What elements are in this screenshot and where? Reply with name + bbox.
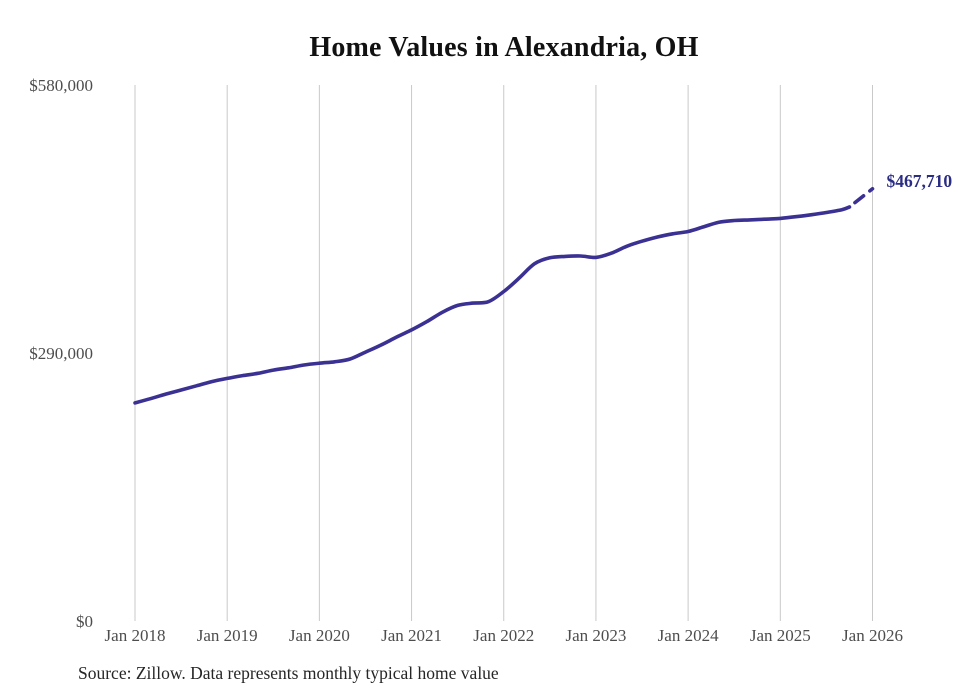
x-tick-label: Jan 2026	[842, 626, 903, 645]
x-tick-label: Jan 2023	[565, 626, 626, 645]
x-tick-label: Jan 2025	[750, 626, 811, 645]
y-tick-label: $0	[76, 612, 93, 631]
chart-title: Home Values in Alexandria, OH	[309, 32, 699, 63]
x-tick-label: Jan 2018	[105, 626, 166, 645]
x-tick-label: Jan 2019	[197, 626, 258, 645]
x-tick-label: Jan 2024	[658, 626, 719, 645]
home-value-line	[133, 205, 852, 405]
x-tick-label: Jan 2022	[473, 626, 534, 645]
forecast-dash-line	[847, 186, 875, 209]
y-tick-label: $290,000	[29, 344, 93, 363]
source-note: Source: Zillow. Data represents monthly …	[78, 663, 499, 683]
x-tick-label: Jan 2020	[289, 626, 350, 645]
y-tick-label: $580,000	[29, 76, 93, 95]
value-end-label: $467,710	[887, 171, 953, 191]
x-tick-label: Jan 2021	[381, 626, 442, 645]
